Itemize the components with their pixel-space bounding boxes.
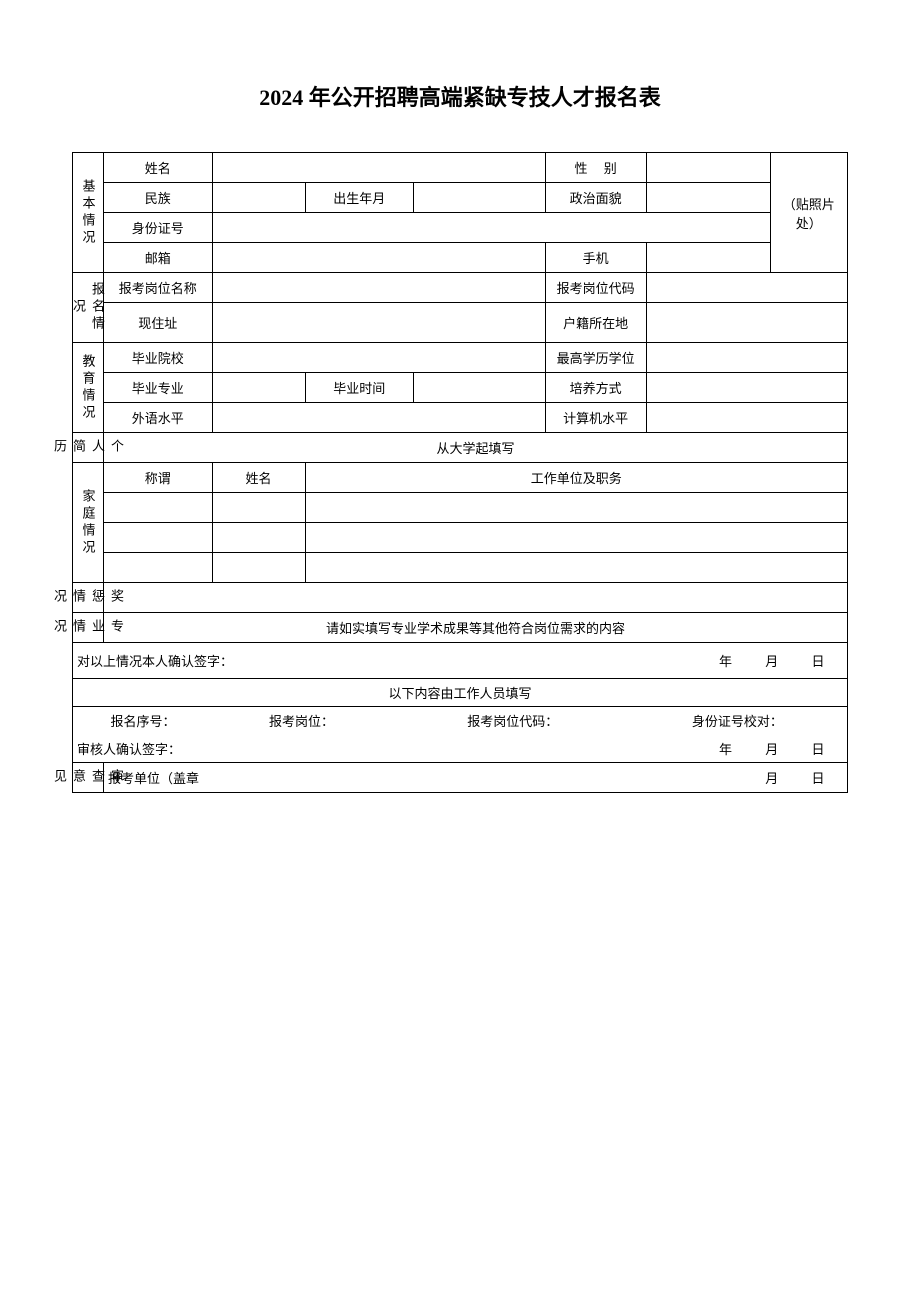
family-row3-name[interactable]: [212, 553, 305, 583]
label-degree: 最高学历学位: [545, 343, 646, 373]
label-foreign: 外语水平: [104, 403, 213, 433]
field-postcode[interactable]: [646, 273, 848, 303]
section-family: 家庭情况: [73, 463, 104, 583]
label-phone: 手机: [545, 243, 646, 273]
label-family-name: 姓名: [212, 463, 305, 493]
label-regno: 报名序号：: [77, 711, 209, 730]
resume-hint: 从大学起填写: [436, 441, 514, 456]
application-form: 基本情况 姓名 性 别 （贴照片处） 民族 出生年月 政治面貌 身份证号 邮箱 …: [72, 152, 848, 793]
family-row3-work[interactable]: [305, 553, 848, 583]
field-ethnic[interactable]: [212, 183, 305, 213]
field-prof[interactable]: 请如实填写专业学术成果等其他符合岗位需求的内容: [104, 613, 848, 643]
section-apply: 报名情况: [73, 273, 104, 343]
field-major[interactable]: [212, 373, 305, 403]
label-family-work: 工作单位及职务: [305, 463, 848, 493]
label-address: 现住址: [104, 303, 213, 343]
field-resume[interactable]: 从大学起填写: [104, 433, 848, 463]
family-row3-title[interactable]: [104, 553, 213, 583]
review-date2: 月 日: [757, 768, 833, 787]
field-politics[interactable]: [646, 183, 770, 213]
label-idno: 身份证号: [104, 213, 213, 243]
review-date: 年: [433, 768, 463, 787]
field-postname[interactable]: [212, 273, 545, 303]
confirm-date: 年 月 日: [711, 651, 834, 670]
family-row2-title[interactable]: [104, 523, 213, 553]
label-idcheck: 身份证号校对：: [632, 711, 843, 730]
field-trainmode[interactable]: [646, 373, 848, 403]
section-prof: 专业情况: [73, 613, 104, 643]
prof-hint: 请如实填写专业学术成果等其他符合岗位需求的内容: [326, 621, 625, 636]
label-family-title: 称谓: [104, 463, 213, 493]
label-gradtime: 毕业时间: [305, 373, 414, 403]
field-gradtime[interactable]: [414, 373, 546, 403]
family-row1-title[interactable]: [104, 493, 213, 523]
label-school: 毕业院校: [104, 343, 213, 373]
form-title: 2024 年公开招聘高端紧缺专技人才报名表: [72, 80, 848, 112]
label-gender: 性 别: [545, 153, 646, 183]
label-ethnic: 民族: [104, 183, 213, 213]
field-review[interactable]: 报考单位（盖章 年 月 日: [104, 763, 848, 793]
label-applycode: 报考岗位代码：: [394, 711, 632, 730]
section-review: 审查意见: [73, 763, 104, 793]
field-email[interactable]: [212, 243, 545, 273]
field-phone[interactable]: [646, 243, 770, 273]
field-birth[interactable]: [414, 183, 546, 213]
section-basic: 基本情况: [73, 153, 104, 273]
field-computer[interactable]: [646, 403, 848, 433]
family-row2-name[interactable]: [212, 523, 305, 553]
staff-row1[interactable]: 报名序号： 报考岗位： 报考岗位代码： 身份证号校对：: [73, 707, 848, 735]
label-politics: 政治面貌: [545, 183, 646, 213]
label-postname: 报考岗位名称: [104, 273, 213, 303]
photo-placeholder: （贴照片处）: [770, 153, 848, 273]
label-trainmode: 培养方式: [545, 373, 646, 403]
family-row1-work[interactable]: [305, 493, 848, 523]
field-foreign[interactable]: [212, 403, 545, 433]
staff-section-title: 以下内容由工作人员填写: [73, 679, 848, 707]
field-degree[interactable]: [646, 343, 848, 373]
label-confirm-sign: 对以上情况本人确认签字：: [77, 651, 233, 670]
confirm-sign-row[interactable]: 对以上情况本人确认签字： 年 月 日: [73, 643, 848, 679]
auditor-date: 年 月 日: [711, 739, 834, 758]
family-row2-work[interactable]: [305, 523, 848, 553]
label-name: 姓名: [104, 153, 213, 183]
label-apply-unit: 报考单位（盖章: [108, 768, 199, 787]
family-row1-name[interactable]: [212, 493, 305, 523]
field-hukou[interactable]: [646, 303, 848, 343]
section-resume: 个人简历: [73, 433, 104, 463]
label-postcode: 报考岗位代码: [545, 273, 646, 303]
staff-row2[interactable]: 审核人确认签字： 年 月 日: [73, 735, 848, 763]
field-address[interactable]: [212, 303, 545, 343]
field-name[interactable]: [212, 153, 545, 183]
section-edu: 教育情况: [73, 343, 104, 433]
section-rewards: 奖惩情况: [73, 583, 104, 613]
field-idno[interactable]: [212, 213, 770, 243]
field-rewards[interactable]: [104, 583, 848, 613]
label-birth: 出生年月: [305, 183, 414, 213]
label-email: 邮箱: [104, 243, 213, 273]
label-applypost: 报考岗位：: [209, 711, 394, 730]
label-computer: 计算机水平: [545, 403, 646, 433]
field-gender[interactable]: [646, 153, 770, 183]
label-auditor-sign: 审核人确认签字：: [77, 739, 181, 758]
label-hukou: 户籍所在地: [545, 303, 646, 343]
field-school[interactable]: [212, 343, 545, 373]
label-major: 毕业专业: [104, 373, 213, 403]
